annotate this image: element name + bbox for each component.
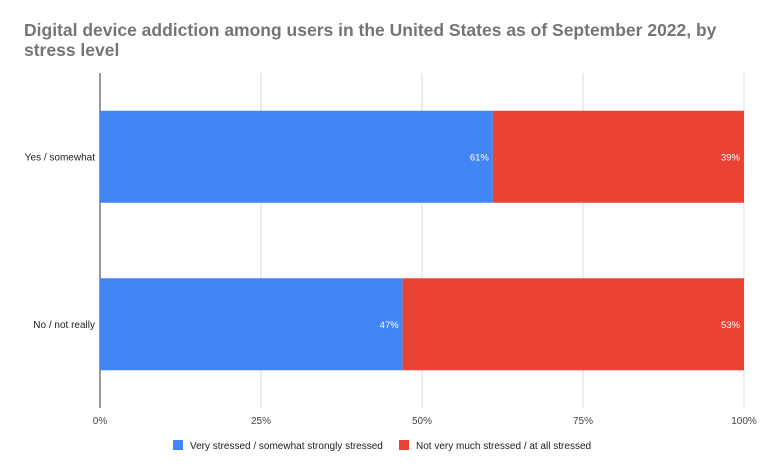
legend-swatch: [173, 440, 183, 450]
x-tick-label: 25%: [251, 416, 271, 427]
bar-segment: [100, 110, 493, 203]
bar-segment: [100, 278, 403, 371]
data-label: 47%: [380, 320, 400, 331]
data-label: 39%: [721, 152, 741, 163]
data-label: 53%: [721, 320, 741, 331]
legend-swatch: [399, 440, 409, 450]
category-label: Yes / somewhat: [25, 152, 95, 163]
x-tick-label: 75%: [573, 416, 593, 427]
x-tick-label: 0%: [93, 416, 108, 427]
legend-label: Very stressed / somewhat strongly stress…: [190, 441, 383, 452]
category-label: No / not really: [33, 320, 95, 331]
data-label: 61%: [470, 152, 490, 163]
legend-label: Not very much stressed / at all stressed: [416, 441, 591, 452]
bar-segment: [492, 110, 744, 203]
x-tick-label: 50%: [412, 416, 432, 427]
bar-segment: [402, 278, 744, 371]
chart-title: Digital device addiction among users in …: [24, 20, 717, 60]
x-tick-label: 100%: [731, 416, 757, 427]
